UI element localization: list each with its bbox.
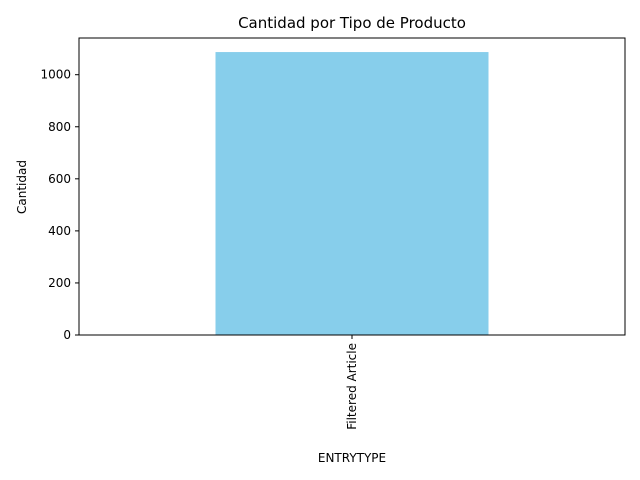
chart-title: Cantidad por Tipo de Producto: [238, 14, 466, 32]
bar-filtered-article: [215, 52, 489, 335]
y-tick-label: 0: [63, 328, 71, 342]
y-axis: 0 200 400 600 800 1000: [40, 68, 79, 342]
y-axis-label: Cantidad: [15, 160, 29, 214]
y-tick-label: 800: [48, 120, 71, 134]
y-tick-label: 200: [48, 276, 71, 290]
y-tick-label: 400: [48, 224, 71, 238]
x-tick-label: Filtered Article: [345, 343, 359, 430]
x-axis-label: ENTRYTYPE: [318, 451, 386, 465]
y-tick-label: 1000: [40, 68, 71, 82]
plot-area: [215, 52, 489, 335]
y-tick-label: 600: [48, 172, 71, 186]
x-axis: Filtered Article: [345, 335, 359, 430]
